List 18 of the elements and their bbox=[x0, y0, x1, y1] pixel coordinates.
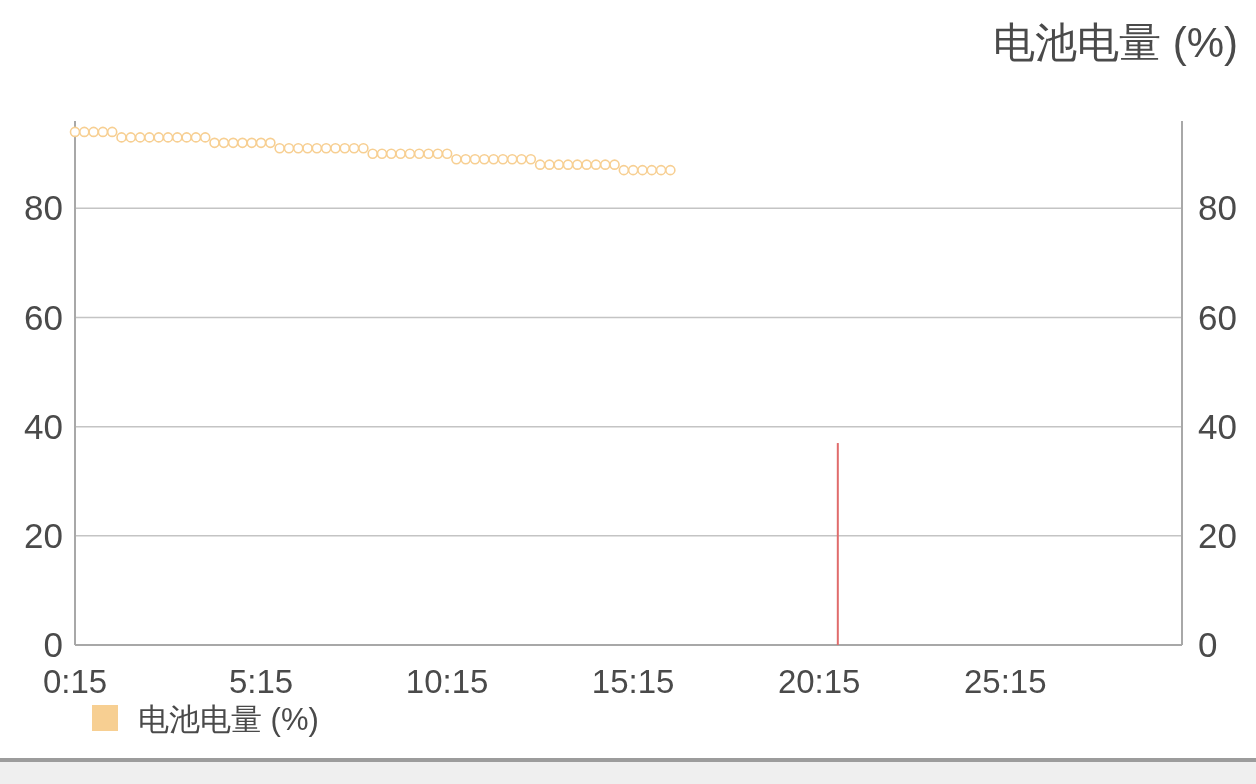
y-tick-label: 60 bbox=[24, 297, 63, 337]
x-tick-label: 25:15 bbox=[963, 663, 1047, 700]
y2-tick-label: 0 bbox=[1198, 625, 1218, 664]
y-tick-label: 20 bbox=[24, 515, 63, 555]
y-tick-label: 80 bbox=[24, 188, 63, 228]
y2-tick-label: 80 bbox=[1198, 188, 1237, 228]
y-tick-label: 0 bbox=[43, 625, 63, 664]
x-tick-label: 10:15 bbox=[405, 663, 489, 700]
y2-tick-label: 60 bbox=[1198, 297, 1237, 337]
legend-label: 电池电量 (%) bbox=[138, 702, 319, 737]
y2-tick-label: 40 bbox=[1198, 406, 1237, 446]
x-tick-label: 20:15 bbox=[777, 663, 861, 700]
x-tick-label: 15:15 bbox=[591, 663, 675, 700]
x-tick-label: 5:15 bbox=[228, 663, 294, 700]
y2-axis-title: 电池电量 (%) bbox=[993, 19, 1238, 66]
y-tick-label: 40 bbox=[24, 406, 63, 446]
x-tick-label: 0:15 bbox=[42, 663, 108, 700]
y2-tick-label: 20 bbox=[1198, 515, 1237, 555]
